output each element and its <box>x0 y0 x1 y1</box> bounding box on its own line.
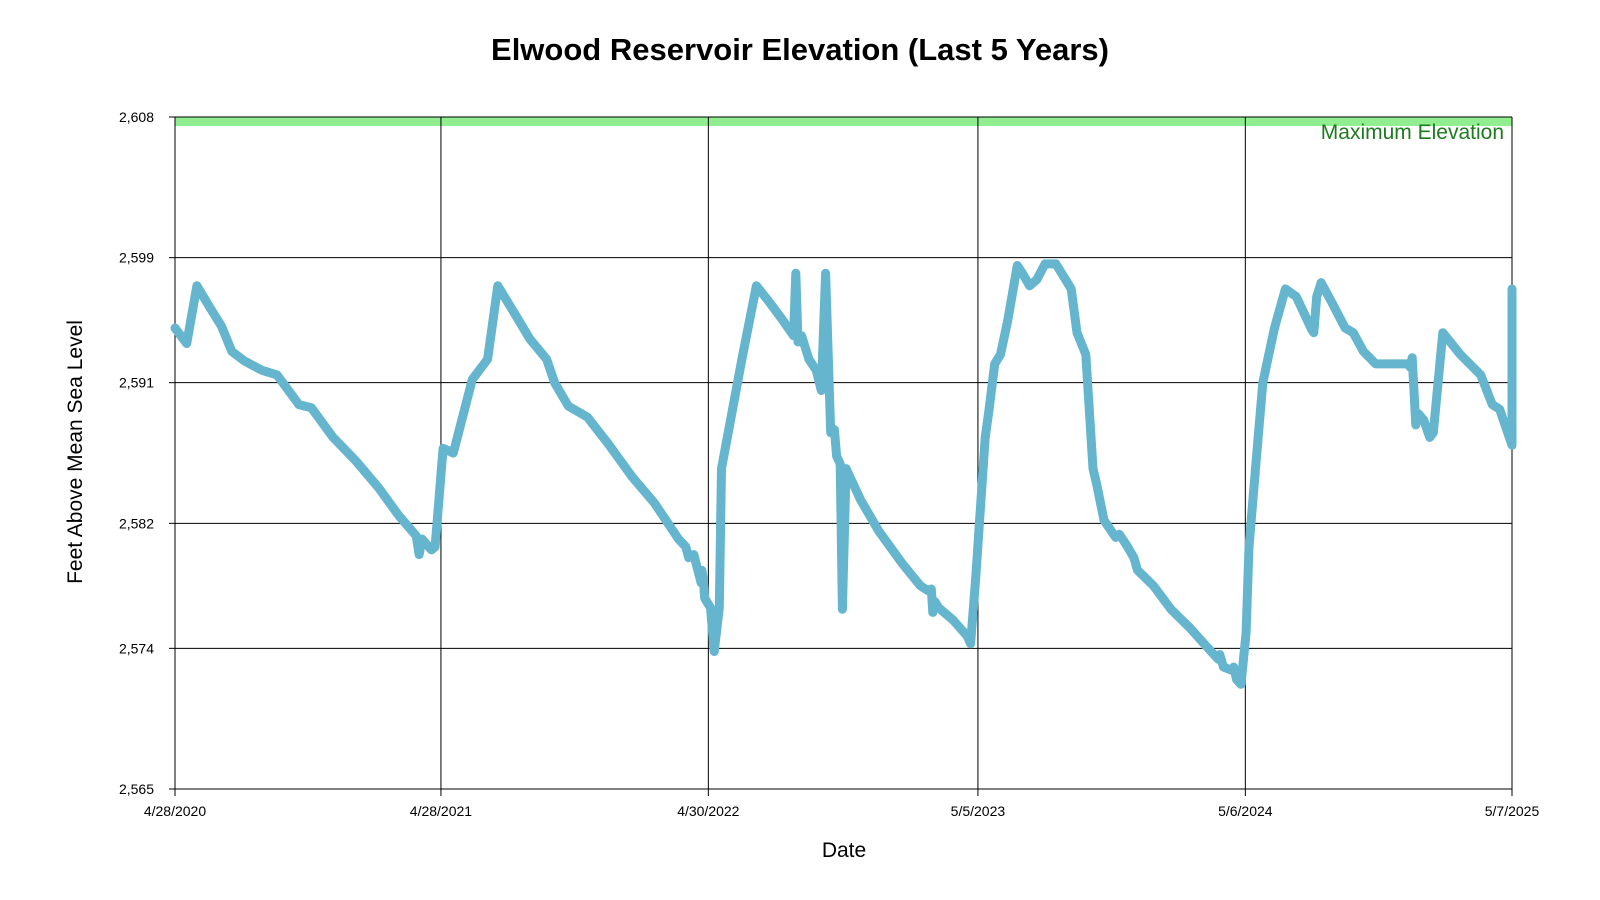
max-elevation-label: Maximum Elevation <box>1321 121 1504 144</box>
tick-labels: 2,608 2,599 2,591 2,582 2,574 2,565 4/28/2020 4… <box>119 109 1540 819</box>
y-tick-label: 2,608 <box>119 109 154 125</box>
x-tick-label: 5/7/2025 <box>1485 803 1540 819</box>
x-tick-label: 4/28/2020 <box>144 803 206 819</box>
x-tick-label: 5/6/2024 <box>1218 803 1273 819</box>
x-tick-label: 4/28/2021 <box>410 803 472 819</box>
x-axis-label: Date <box>822 839 866 862</box>
y-tick-label: 2,591 <box>119 375 154 391</box>
max-elevation-band <box>175 117 1512 126</box>
y-tick-label: 2,599 <box>119 250 154 266</box>
x-tick-label: 5/5/2023 <box>951 803 1006 819</box>
y-tick-label: 2,565 <box>119 781 154 797</box>
elevation-series-line <box>170 259 1517 689</box>
chart-title: Elwood Reservoir Elevation (Last 5 Years… <box>491 32 1109 67</box>
x-tick-label: 4/30/2022 <box>677 803 739 819</box>
y-tick-label: 2,574 <box>119 640 154 656</box>
grid <box>169 116 1513 796</box>
y-axis-label: Feet Above Mean Sea Level <box>64 320 87 584</box>
y-tick-label: 2,582 <box>119 515 154 531</box>
